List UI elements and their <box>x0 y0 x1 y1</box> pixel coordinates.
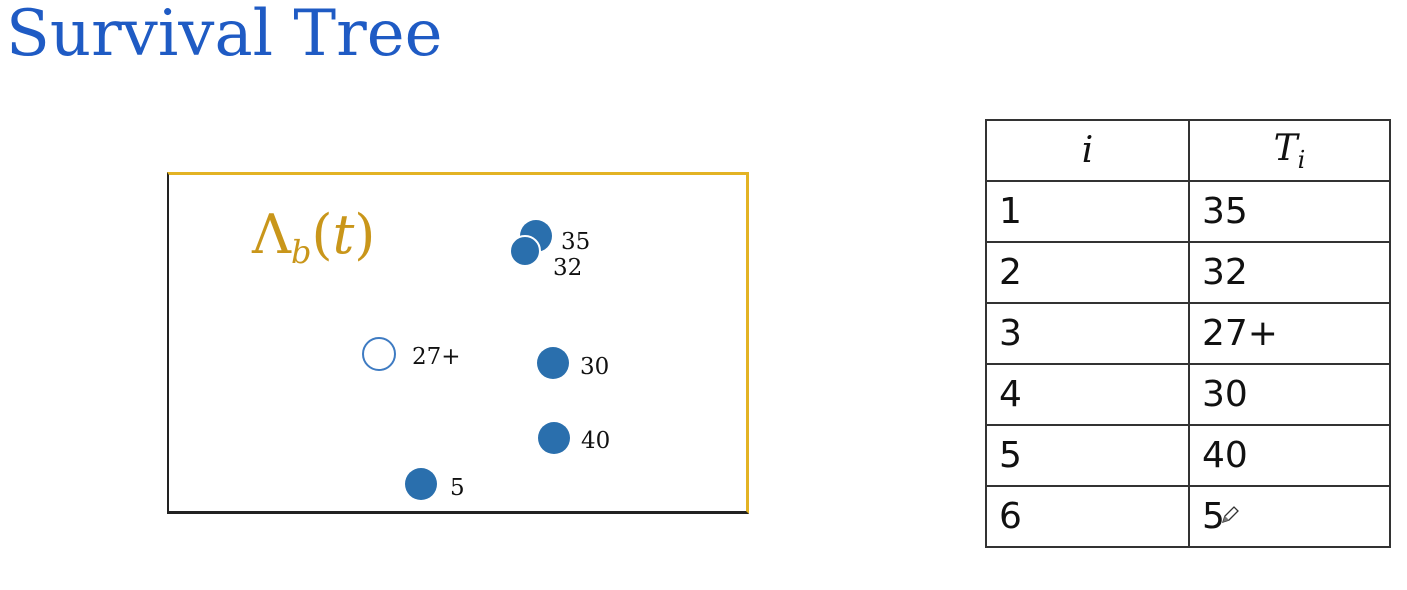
lambda-argument: t <box>332 203 355 266</box>
data-point-27-censored <box>362 337 396 371</box>
row-index: 5 <box>985 424 1190 487</box>
table-header-row: i Ti <box>985 119 1391 182</box>
point-label-40: 40 <box>581 428 611 454</box>
row-index: 3 <box>985 302 1190 365</box>
table-row: 6 5 <box>985 485 1391 548</box>
table-row: 5 40 <box>985 424 1391 487</box>
point-label-30: 30 <box>580 354 610 380</box>
page-title: Survival Tree <box>6 0 443 71</box>
row-index: 1 <box>985 180 1190 243</box>
point-label-27: 27+ <box>412 344 461 370</box>
survival-times-table: i Ti 1 35 2 32 3 27+ 4 30 5 40 6 5 <box>985 119 1391 548</box>
table-row: 1 35 <box>985 180 1391 243</box>
row-time: 35 <box>1188 180 1391 243</box>
plot-frame <box>167 172 749 514</box>
row-index: 4 <box>985 363 1190 426</box>
data-point-30 <box>537 347 569 379</box>
table-row: 4 30 <box>985 363 1391 426</box>
point-label-35: 35 <box>561 229 591 255</box>
table-row: 3 27+ <box>985 302 1391 365</box>
data-point-32 <box>509 235 541 267</box>
point-label-5: 5 <box>450 475 465 501</box>
table-row: 2 32 <box>985 241 1391 304</box>
lambda-paren-open: ( <box>311 203 333 266</box>
row-index: 2 <box>985 241 1190 304</box>
lambda-subscript: b <box>291 233 312 271</box>
data-point-5 <box>405 468 437 500</box>
header-time-subscript: i <box>1297 145 1306 174</box>
pen-cursor-icon <box>1221 506 1239 524</box>
row-time: 5 <box>1188 485 1391 548</box>
header-index: i <box>985 119 1190 182</box>
lambda-symbol: Λ <box>252 203 291 266</box>
row-time: 27+ <box>1188 302 1391 365</box>
header-time-symbol: T <box>1273 127 1298 169</box>
point-label-32: 32 <box>553 255 583 281</box>
header-time: Ti <box>1188 119 1391 182</box>
row-time: 32 <box>1188 241 1391 304</box>
lambda-paren-close: ) <box>354 203 376 266</box>
row-index: 6 <box>985 485 1190 548</box>
row-time: 30 <box>1188 363 1391 426</box>
data-point-40 <box>538 422 570 454</box>
cumulative-hazard-label: Λb(t) <box>252 208 375 271</box>
row-time: 40 <box>1188 424 1391 487</box>
